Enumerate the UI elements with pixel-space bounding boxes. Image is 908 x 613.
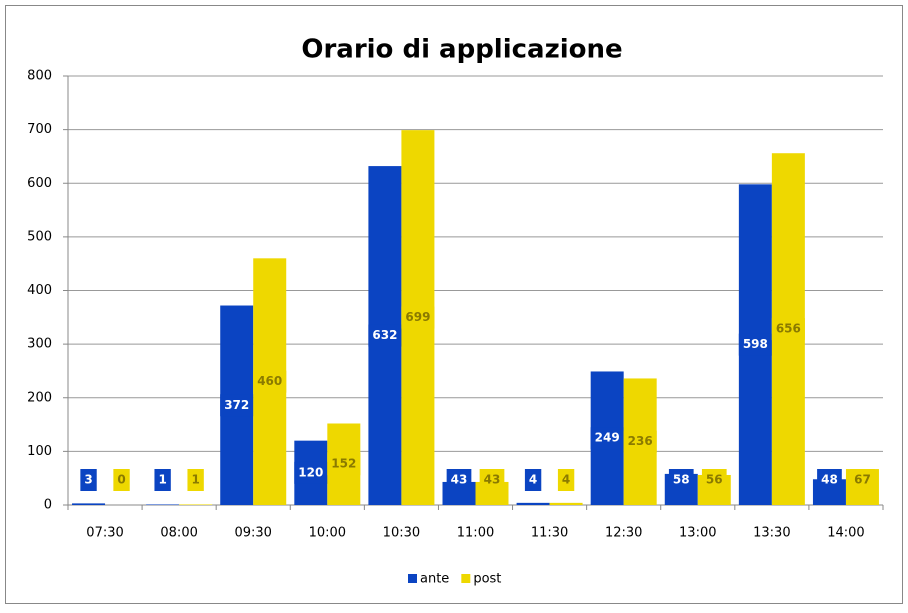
x-tick-label: 07:30 [86, 526, 123, 541]
data-label-box [294, 461, 328, 484]
y-tick-label: 800 [27, 69, 52, 84]
y-tick-label: 0 [44, 498, 52, 513]
data-label: 4 [562, 473, 570, 487]
data-label-box [220, 394, 254, 417]
data-label: 67 [854, 473, 871, 487]
bar [179, 504, 213, 505]
legend-label: ante [420, 572, 449, 587]
data-label: 1 [191, 473, 199, 487]
legend-label: post [473, 572, 501, 587]
data-label: 460 [257, 374, 282, 388]
data-label: 4 [529, 473, 537, 487]
chart-title: Orario di applicazione [301, 35, 622, 65]
y-tick-label: 200 [27, 390, 52, 405]
data-label-box [524, 469, 542, 491]
data-label-box [327, 453, 361, 476]
y-tick-label: 600 [27, 176, 52, 191]
data-label: 3 [84, 473, 92, 487]
data-label-box [557, 469, 575, 491]
data-label: 372 [224, 398, 249, 412]
bar [72, 503, 106, 505]
data-label: 56 [706, 473, 723, 487]
data-label-box [253, 370, 287, 393]
data-label-box [187, 469, 204, 491]
data-label: 699 [405, 310, 430, 324]
x-tick-label: 11:00 [457, 526, 494, 541]
bar [516, 502, 550, 505]
data-label-box [154, 469, 171, 491]
x-tick-label: 11:30 [531, 526, 568, 541]
data-label-box [668, 469, 694, 491]
data-label: 656 [776, 322, 801, 336]
data-label-box [401, 306, 435, 329]
data-label: 249 [595, 431, 620, 445]
x-tick-label: 09:30 [234, 526, 271, 541]
data-label: 120 [298, 465, 323, 479]
data-label: 598 [743, 337, 768, 351]
data-label-box [368, 324, 402, 347]
data-label-box [850, 469, 875, 491]
x-tick-label: 08:00 [160, 526, 197, 541]
data-label-box [446, 469, 472, 491]
legend-swatch [461, 574, 471, 583]
data-label: 236 [628, 434, 653, 448]
data-label-box [479, 469, 505, 491]
bar [549, 502, 583, 505]
bar [146, 504, 180, 505]
y-tick-label: 700 [27, 122, 52, 137]
x-tick-label: 12:30 [605, 526, 642, 541]
data-label-box [738, 333, 772, 356]
x-tick-label: 10:00 [309, 526, 346, 541]
data-label: 58 [673, 473, 690, 487]
data-label: 152 [331, 457, 356, 471]
data-label-box [80, 469, 97, 491]
data-label: 632 [372, 328, 397, 342]
x-tick-label: 14:00 [827, 526, 864, 541]
y-tick-label: 400 [27, 283, 52, 298]
data-label: 43 [451, 473, 468, 487]
data-label: 48 [821, 473, 838, 487]
data-label-box [590, 427, 624, 450]
data-label: 0 [117, 473, 125, 487]
x-tick-label: 13:00 [679, 526, 716, 541]
data-label: 43 [484, 473, 501, 487]
data-label: 1 [158, 473, 166, 487]
y-tick-label: 100 [27, 444, 52, 459]
x-tick-label: 10:30 [383, 526, 420, 541]
data-label-box [817, 469, 842, 491]
data-label-box [771, 318, 805, 341]
y-tick-label: 300 [27, 337, 52, 352]
legend-swatch [408, 574, 417, 583]
data-label-box [113, 469, 130, 491]
data-label-box [623, 430, 657, 453]
x-tick-label: 13:30 [753, 526, 790, 541]
data-label-box [701, 469, 727, 491]
y-tick-label: 500 [27, 229, 52, 244]
